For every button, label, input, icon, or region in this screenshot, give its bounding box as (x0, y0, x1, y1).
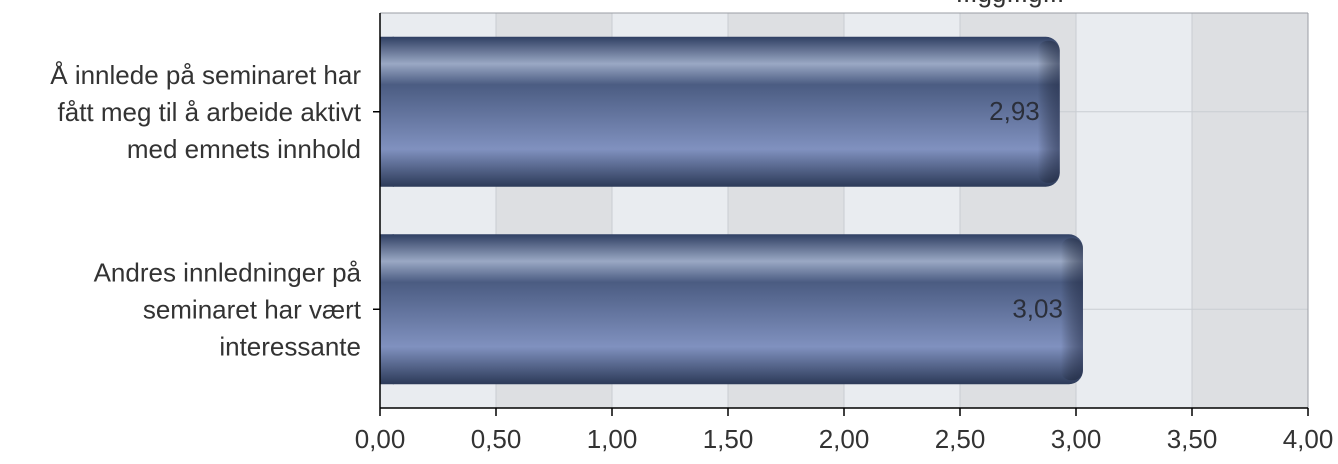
x-tick-label: 1,00 (587, 424, 638, 454)
chart-title: ...gg...g... (956, 0, 1064, 8)
category-label: Andres innledninger på seminaret har vært… (94, 257, 362, 361)
category-label: Å innlede på seminaret har fått meg til å… (50, 60, 362, 164)
data-label: 3,03 (1012, 293, 1063, 323)
bar (380, 36, 1060, 187)
x-tick-label: 3,50 (1167, 424, 1218, 454)
x-tick-label: 1,50 (703, 424, 754, 454)
axes: 0,00 0,50 1,00 1,50 2,00 2,50 3,00 3,50 4,00 (355, 13, 1334, 454)
x-tick-label: 0,00 (355, 424, 406, 454)
plot-band (1192, 13, 1308, 408)
plot-band (1076, 13, 1192, 408)
bar-left-edge (380, 234, 394, 385)
bar-end-cap (1060, 238, 1083, 381)
category-label-line: interessante (219, 331, 361, 361)
category-label-line: Å innlede på seminaret har (50, 60, 361, 90)
x-tick-label: 2,50 (935, 424, 986, 454)
data-label: 2,93 (989, 96, 1040, 126)
category-label-line: Andres innledninger på (94, 257, 362, 287)
category-labels: Å innlede på seminaret har fått meg til å… (10, 60, 365, 361)
bars: 2,93 3,03 (380, 36, 1083, 385)
bar (380, 234, 1083, 385)
x-tick-label: 4,00 (1283, 424, 1334, 454)
category-label-line: fått meg til å arbeide aktivt (58, 97, 362, 127)
x-tick-label: 3,00 (1051, 424, 1102, 454)
bar-left-edge (380, 36, 394, 187)
bar-end-cap (1037, 40, 1060, 183)
category-label-line: med emnets innhold (127, 134, 361, 164)
x-tick-label: 0,50 (471, 424, 522, 454)
category-label-line: seminaret har vært (143, 294, 362, 324)
x-tick-label: 2,00 (819, 424, 870, 454)
